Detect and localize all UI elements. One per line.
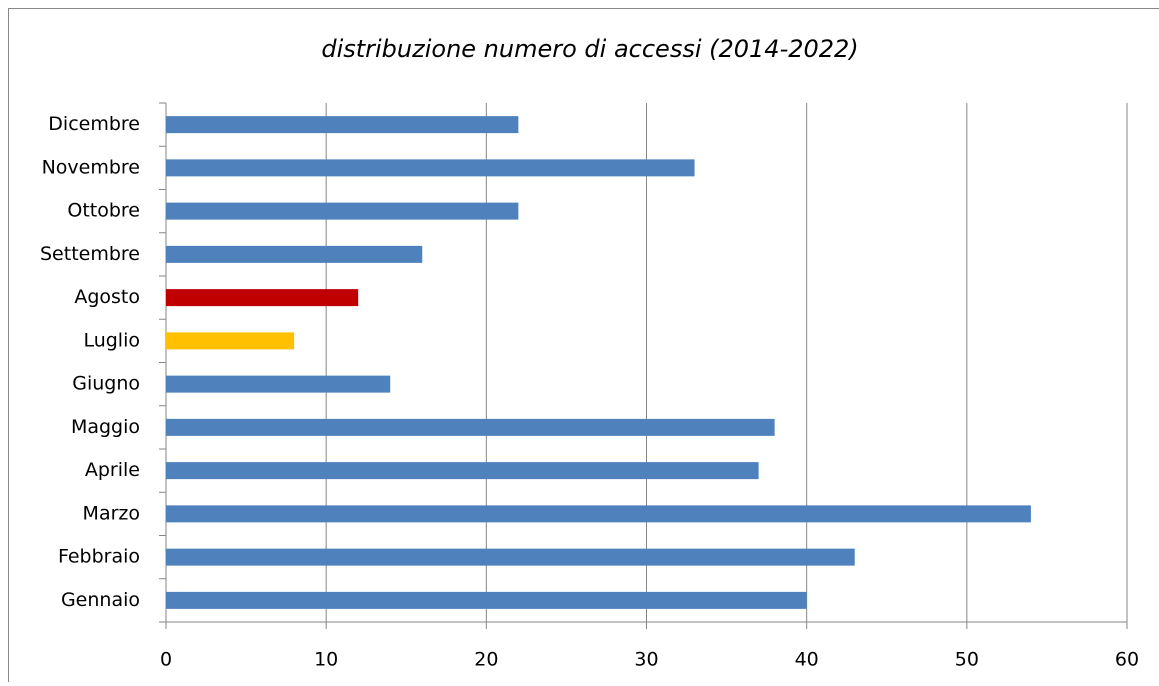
y-tick-label: Settembre: [40, 243, 140, 265]
bar: [166, 549, 855, 566]
y-tick-label: Luglio: [83, 329, 140, 351]
bar: [166, 462, 759, 479]
chart-title: distribuzione numero di accessi (2014-20…: [321, 35, 858, 63]
y-tick-label: Novembre: [42, 156, 140, 178]
bar: [166, 116, 518, 133]
x-tick-label: 40: [795, 649, 819, 671]
x-tick-label: 60: [1115, 649, 1139, 671]
y-tick-label: Aprile: [85, 459, 140, 481]
x-tick-label: 30: [634, 649, 658, 671]
x-tick-label: 0: [160, 649, 172, 671]
y-tick-label: Ottobre: [67, 200, 140, 222]
bar: [166, 246, 422, 263]
x-tick-label: 10: [314, 649, 338, 671]
bar: [166, 289, 358, 306]
bar: [166, 159, 695, 176]
y-tick-label: Giugno: [72, 373, 140, 395]
bar: [166, 203, 518, 220]
y-tick-label: Dicembre: [48, 113, 140, 135]
x-tick-label: 50: [955, 649, 979, 671]
bar: [166, 376, 390, 393]
y-tick-label: Febbraio: [58, 546, 140, 568]
y-tick-label: Maggio: [71, 416, 140, 438]
bar: [166, 592, 807, 609]
bar: [166, 419, 775, 436]
y-tick-label: Gennaio: [61, 589, 140, 611]
y-tick-label: Marzo: [83, 502, 140, 524]
x-tick-label: 20: [474, 649, 498, 671]
y-tick-label: Agosto: [74, 286, 140, 308]
bar: [166, 505, 1031, 522]
bar: [166, 332, 294, 349]
